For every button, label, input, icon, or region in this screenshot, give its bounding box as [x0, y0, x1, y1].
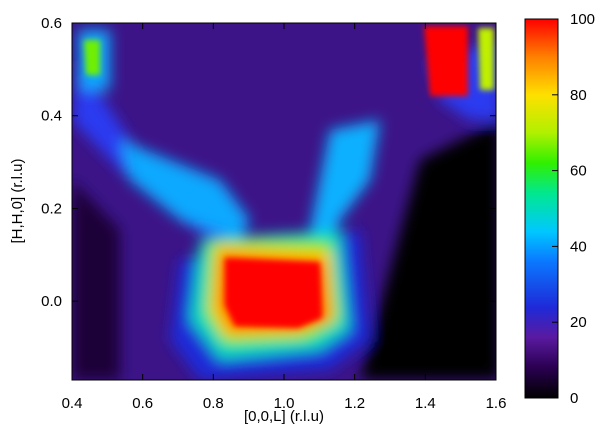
- colorbar: [524, 18, 559, 399]
- y-axis: 0.0 0.2 0.4 0.6: [41, 15, 496, 310]
- colorbar-tick-label: 60: [570, 163, 587, 180]
- heatmap-image: [72, 23, 496, 380]
- x-tick-label: 1.4: [415, 395, 436, 412]
- y-tick-label: 0.6: [41, 15, 62, 32]
- y-tick-label: 0.0: [41, 293, 62, 310]
- y-axis-label: [H,H,0] (r.l.u): [9, 158, 26, 243]
- x-tick-label: 0.8: [203, 395, 224, 412]
- x-tick-label: 1.6: [486, 395, 507, 412]
- y-tick-label: 0.2: [41, 200, 62, 217]
- colorbar-tick-label: 0: [570, 390, 578, 407]
- x-axis: 0.4 0.6 0.8 1.0 1.2 1.4 1.6: [62, 23, 507, 412]
- colorbar-tick-label: 80: [570, 87, 587, 104]
- x-tick-label: 1.0: [274, 395, 295, 412]
- x-tick-label: 0.6: [132, 395, 153, 412]
- x-tick-label: 0.4: [62, 395, 83, 412]
- colorbar-tick-label: 100: [570, 11, 595, 28]
- y-tick-label: 0.4: [41, 108, 62, 125]
- colorbar-ticks: 0 20 40 60 80 100: [552, 11, 595, 407]
- colorbar-tick-label: 20: [570, 314, 587, 331]
- x-axis-label: [0,0,L] (r.l.u): [244, 408, 324, 425]
- x-tick-label: 1.2: [344, 395, 365, 412]
- colorbar-tick-label: 40: [570, 238, 587, 255]
